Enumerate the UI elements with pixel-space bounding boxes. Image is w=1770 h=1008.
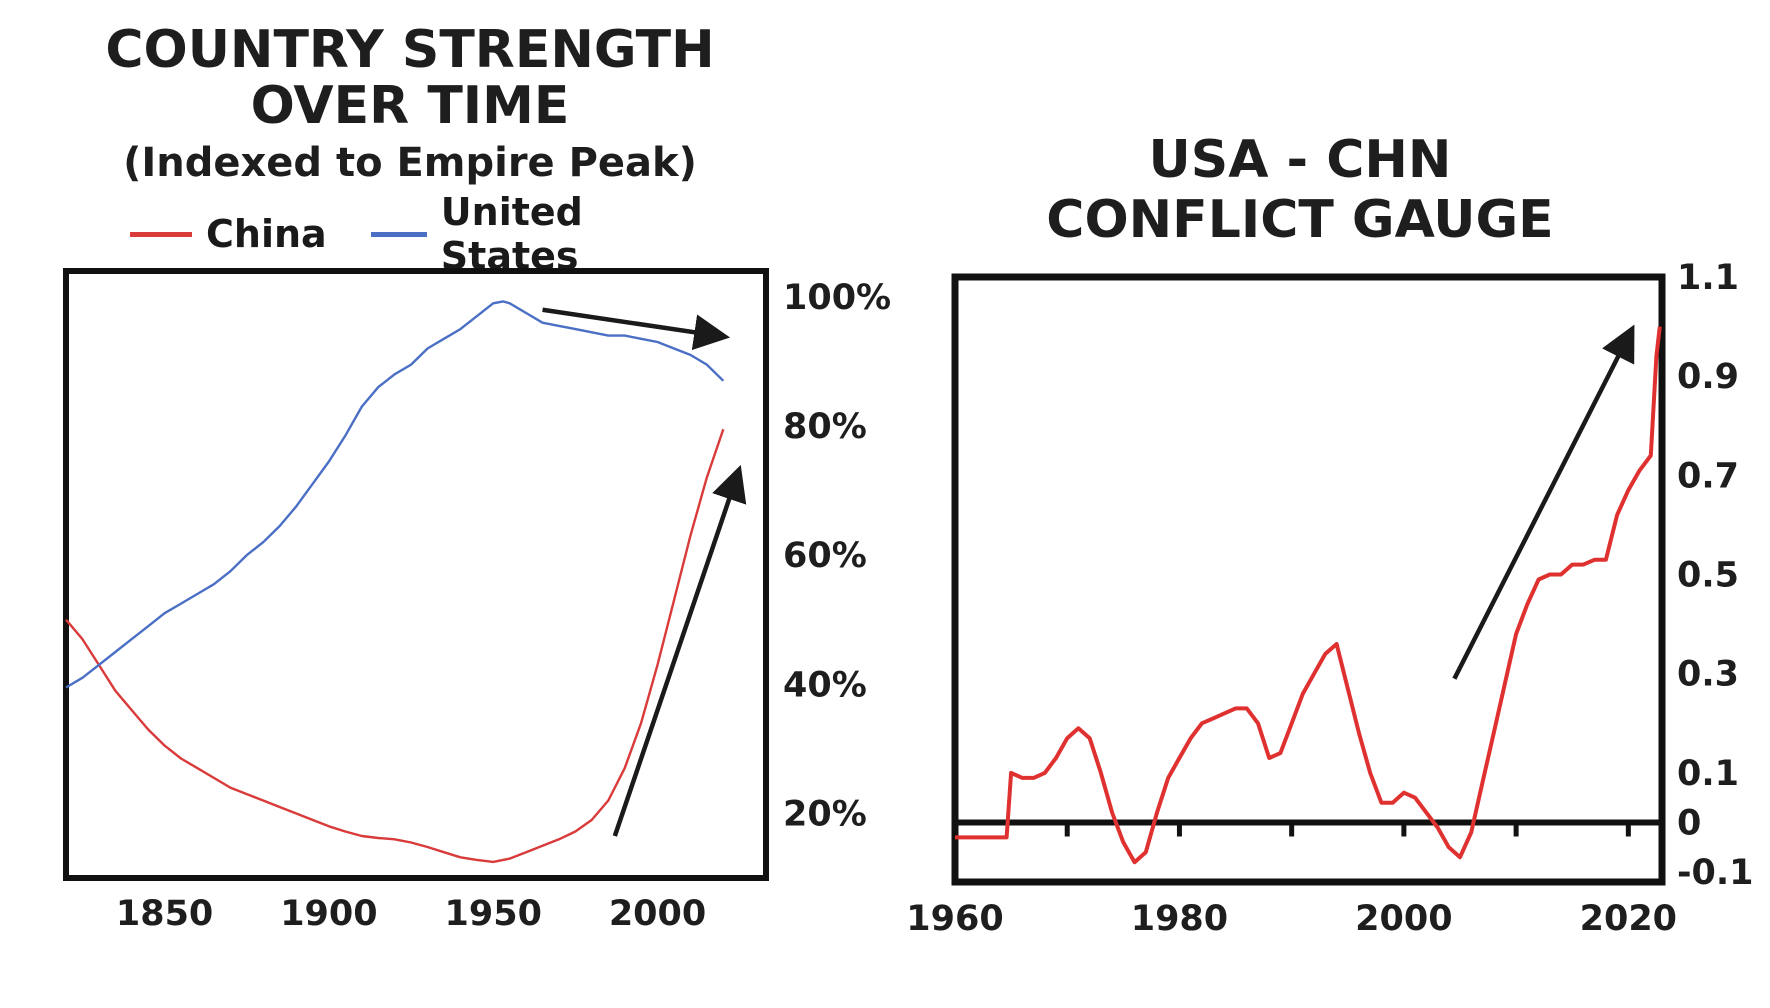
right-chart: 1960 1980 2000 2020-0.1 0 0.1 0.3 0.5 0.7 0.9 1.1 <box>906 258 1753 939</box>
legend-swatch-united-states <box>370 231 427 237</box>
left-x-tick-label: 1950 <box>445 894 542 934</box>
right-x-tick-label: 2000 <box>1355 899 1452 939</box>
right-y-tick-label: 0.7 <box>1677 456 1739 496</box>
left-x-tick-label: 1900 <box>280 894 377 934</box>
legend-item-china: China <box>130 212 327 256</box>
right-chart-title: USA - CHN CONFLICT GAUGE <box>950 130 1650 250</box>
left-plot-frame <box>63 268 769 881</box>
series-line-united-states <box>65 300 725 689</box>
legend-swatch-china <box>130 231 192 237</box>
legend-label-china: China <box>206 212 327 256</box>
left-y-tick-label: 100% <box>783 278 891 318</box>
right-y-tick-label: 0 <box>1677 803 1701 843</box>
left-y-tick-label: 20% <box>783 794 867 834</box>
left-x-tick-label: 1850 <box>116 894 213 934</box>
right-trend-arrow-1 <box>1452 324 1635 680</box>
right-x-tick-label: 1960 <box>906 899 1003 939</box>
left-y-tick-label: 60% <box>783 536 867 576</box>
right-y-tick-label: -0.1 <box>1677 853 1754 893</box>
right-y-tick-label: 0.1 <box>1677 754 1739 794</box>
right-y-tick-label: 0.3 <box>1677 655 1739 695</box>
right-title-line-2: CONFLICT GAUGE <box>1046 190 1554 250</box>
right-x-tick-label: 2020 <box>1580 899 1677 939</box>
right-y-tick-label: 0.9 <box>1677 357 1739 397</box>
right-plot-frame <box>951 273 1666 886</box>
left-trend-arrow-2 <box>612 464 747 837</box>
conflict-gauge-line <box>955 326 1662 865</box>
right-y-tick-label: 0.5 <box>1677 556 1739 596</box>
left-title-line-1: COUNTRY STRENGTH <box>105 20 715 80</box>
left-chart: 1850 1900 1950 2000 20% 40% 60% 80% 100% <box>63 268 891 934</box>
left-x-tick-label: 2000 <box>609 894 706 934</box>
right-x-tick-label: 1980 <box>1131 899 1228 939</box>
left-chart-subtitle: (Indexed to Empire Peak) <box>123 140 697 186</box>
right-title-line-1: USA - CHN <box>1148 130 1452 190</box>
left-title-line-2: OVER TIME <box>250 76 570 136</box>
left-trend-arrow-1 <box>542 307 731 351</box>
series-line-china <box>65 428 725 864</box>
left-chart-title: COUNTRY STRENGTH OVER TIME (Indexed to E… <box>60 22 760 192</box>
left-y-tick-label: 80% <box>783 407 867 447</box>
right-y-tick-label: 1.1 <box>1677 258 1739 298</box>
left-y-tick-label: 40% <box>783 665 867 705</box>
